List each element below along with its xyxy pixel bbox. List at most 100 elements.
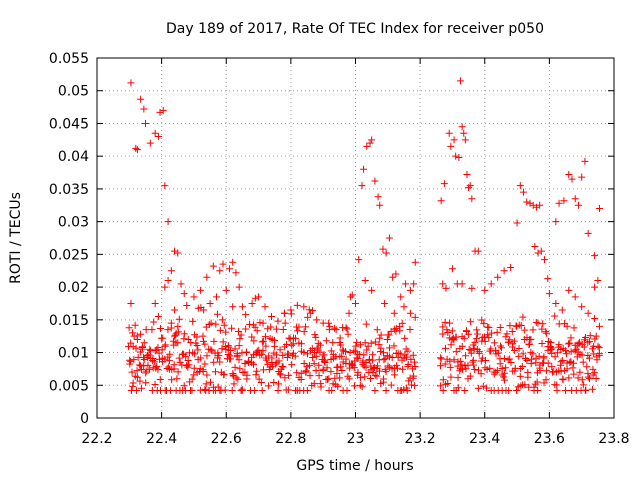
data-point	[452, 152, 460, 160]
data-point	[232, 374, 240, 382]
data-point	[481, 337, 489, 345]
data-point	[138, 343, 146, 351]
data-point	[486, 364, 494, 372]
data-point	[262, 342, 270, 350]
data-point	[369, 356, 377, 364]
data-point	[519, 350, 527, 358]
x-tick-label: 23.4	[469, 431, 500, 447]
data-point	[400, 303, 408, 311]
data-point	[144, 351, 152, 359]
plot-frame	[96, 57, 615, 419]
data-point	[518, 362, 526, 370]
y-tick-label: 0.045	[49, 116, 89, 132]
data-point	[291, 334, 299, 342]
data-point	[373, 326, 381, 334]
data-point	[563, 365, 571, 373]
data-point	[329, 339, 337, 347]
data-point	[403, 387, 411, 395]
data-point	[583, 363, 591, 371]
data-point	[274, 317, 282, 325]
data-point	[454, 374, 462, 382]
data-point	[536, 201, 544, 209]
data-point	[325, 319, 333, 327]
data-point	[174, 249, 182, 257]
data-point	[456, 357, 464, 365]
data-point	[320, 351, 328, 359]
data-point	[471, 365, 479, 373]
data-point	[235, 342, 243, 350]
data-point	[297, 340, 305, 348]
data-point	[385, 331, 393, 339]
data-point	[446, 319, 454, 327]
data-point	[180, 335, 188, 343]
data-point	[362, 320, 370, 328]
data-point	[146, 345, 154, 353]
data-point	[578, 351, 586, 359]
data-point	[231, 345, 239, 353]
data-point	[127, 79, 135, 87]
x-tick-label: 22.6	[211, 431, 242, 447]
data-point	[460, 129, 468, 137]
data-point	[131, 321, 139, 329]
data-point	[447, 373, 455, 381]
data-point	[250, 337, 258, 345]
data-point	[167, 267, 175, 275]
data-point	[218, 316, 226, 324]
data-point	[194, 346, 202, 354]
data-point	[407, 355, 415, 363]
data-point	[532, 318, 540, 326]
data-point	[516, 372, 524, 380]
data-point	[164, 326, 172, 334]
data-point	[132, 387, 140, 395]
data-point	[444, 329, 452, 337]
data-point	[337, 341, 345, 349]
data-point	[521, 326, 529, 334]
data-point	[410, 280, 418, 288]
data-point	[380, 349, 388, 357]
data-point	[448, 327, 456, 335]
y-tick-label: 0.03	[58, 215, 89, 231]
data-point	[595, 344, 603, 352]
data-point	[389, 273, 397, 281]
data-point	[201, 360, 209, 368]
data-point	[261, 303, 269, 311]
data-point	[220, 371, 228, 379]
data-point	[521, 381, 529, 389]
data-point	[302, 323, 310, 331]
data-point	[591, 369, 599, 377]
data-point	[391, 371, 399, 379]
x-tick-label: 23.6	[534, 431, 565, 447]
data-point	[323, 375, 331, 383]
data-point	[188, 387, 196, 395]
data-point	[562, 387, 570, 395]
data-point	[259, 366, 267, 374]
data-point	[156, 324, 164, 332]
data-point	[563, 322, 571, 330]
data-point	[265, 382, 273, 390]
data-point	[238, 385, 246, 393]
data-point	[300, 328, 308, 336]
x-tick-label: 23	[347, 431, 365, 447]
data-point	[264, 325, 272, 333]
data-point	[300, 349, 308, 357]
data-point	[562, 350, 570, 358]
data-point	[201, 385, 209, 393]
y-tick-label: 0.025	[49, 247, 89, 263]
data-point	[529, 326, 537, 334]
data-point	[565, 286, 573, 294]
data-point	[166, 350, 174, 358]
data-point	[230, 380, 238, 388]
data-point	[368, 286, 376, 294]
data-point	[293, 369, 301, 377]
data-point	[141, 119, 149, 127]
data-point	[363, 142, 371, 150]
data-point	[281, 319, 289, 327]
data-point	[562, 347, 570, 355]
data-point	[467, 349, 475, 357]
data-point	[465, 345, 473, 353]
data-point	[345, 309, 353, 317]
data-point	[189, 317, 197, 325]
data-point	[542, 329, 550, 337]
data-point	[539, 320, 547, 328]
data-point	[579, 358, 587, 366]
